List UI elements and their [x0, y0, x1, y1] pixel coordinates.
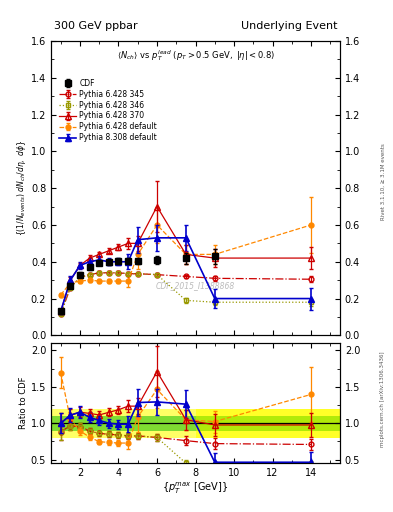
Bar	[51, 409, 340, 438]
Text: Underlying Event: Underlying Event	[241, 20, 337, 31]
Text: CDF_2015_I1388868: CDF_2015_I1388868	[156, 281, 235, 290]
Bar	[196, 409, 340, 438]
Text: mcplots.cern.ch [arXiv:1306.3436]: mcplots.cern.ch [arXiv:1306.3436]	[380, 352, 385, 447]
X-axis label: $\{p_T^{max}\ [\mathrm{GeV}]\}$: $\{p_T^{max}\ [\mathrm{GeV}]\}$	[162, 481, 229, 497]
Bar	[51, 416, 340, 431]
Text: Rivet 3.1.10, ≥ 3.1M events: Rivet 3.1.10, ≥ 3.1M events	[380, 143, 385, 220]
Bar	[196, 416, 340, 431]
Y-axis label: Ratio to CDF: Ratio to CDF	[19, 377, 28, 430]
Y-axis label: $\{(1/N_{events})\ dN_{ch}/d\eta,\ d\phi\}$: $\{(1/N_{events})\ dN_{ch}/d\eta,\ d\phi…	[15, 140, 28, 236]
Legend: CDF, Pythia 6.428 345, Pythia 6.428 346, Pythia 6.428 370, Pythia 6.428 default,: CDF, Pythia 6.428 345, Pythia 6.428 346,…	[58, 77, 158, 144]
Text: $\langle N_{ch}\rangle\ \mathrm{vs}\ p_T^{lead}\ (p_T > 0.5\ \mathrm{GeV},\ |\et: $\langle N_{ch}\rangle\ \mathrm{vs}\ p_T…	[117, 48, 274, 63]
Text: 300 GeV ppbar: 300 GeV ppbar	[54, 20, 138, 31]
